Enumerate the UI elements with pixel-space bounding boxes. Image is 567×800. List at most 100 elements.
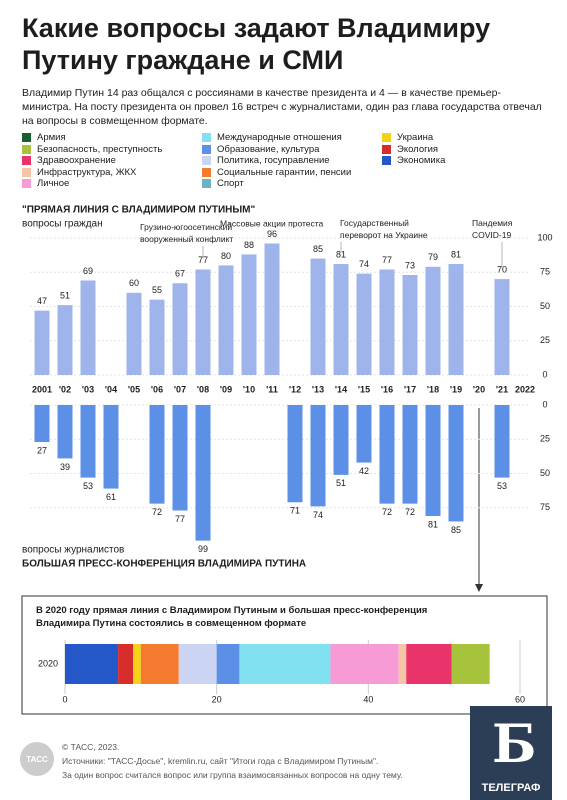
- bar-segment: [118, 644, 134, 684]
- value-label: 81: [428, 519, 438, 529]
- legend-swatch: [202, 144, 211, 154]
- bar: [310, 258, 326, 375]
- bar: [264, 243, 280, 375]
- legend-label: Здравоохранение: [37, 155, 116, 167]
- chart-subtitle: вопросы журналистов: [22, 545, 124, 556]
- legend-label: Инфраструктура, ЖКХ: [37, 166, 137, 178]
- bar-segment: [406, 644, 452, 684]
- bar-segment: [65, 644, 119, 684]
- legend-swatch: [202, 133, 211, 143]
- annotation-line: COVID-19: [472, 230, 511, 240]
- legend-item: Политика, госуправление: [202, 155, 382, 167]
- value-label: 72: [152, 507, 162, 517]
- bar-segment: [140, 644, 179, 684]
- legend-item: Личное: [22, 178, 202, 190]
- brand-logo: Б ТЕЛЕГРАФ: [470, 706, 552, 800]
- bar: [333, 264, 349, 375]
- value-label: 77: [175, 514, 185, 524]
- bar: [448, 264, 464, 375]
- footer-line: За один вопрос считался вопрос или групп…: [62, 770, 403, 780]
- value-label: 99: [198, 544, 208, 554]
- bar: [57, 405, 73, 459]
- legend-label: Социальные гарантии, пенсии: [217, 166, 352, 178]
- value-label: 73: [405, 260, 415, 270]
- x-tick-label: '17: [404, 384, 416, 394]
- legend-swatch: [22, 133, 31, 143]
- x-tick-label: 20: [212, 694, 222, 704]
- value-label: 61: [106, 492, 116, 502]
- value-label: 96: [267, 229, 277, 239]
- bar: [310, 405, 326, 507]
- chart-title: БОЛЬШАЯ ПРЕСС-КОНФЕРЕНЦИЯ ВЛАДИМИРА ПУТИ…: [22, 559, 306, 570]
- value-label: 42: [359, 466, 369, 476]
- legend-swatch: [22, 144, 31, 154]
- value-label: 72: [405, 507, 415, 517]
- legend-swatch: [382, 156, 391, 166]
- bar-segment: [330, 644, 399, 684]
- x-tick-label: '20: [473, 384, 485, 394]
- value-label: 74: [359, 259, 369, 269]
- y-tick-label: 100: [537, 232, 552, 242]
- footer-line: © ТАСС, 2023.: [62, 742, 120, 752]
- bar-segment: [216, 644, 240, 684]
- bar: [379, 405, 395, 504]
- brand-mark: Б: [492, 714, 537, 775]
- bar: [126, 292, 142, 375]
- legend-label: Образование, культура: [217, 143, 320, 155]
- bar: [425, 266, 441, 375]
- chart-title: "ПРЯМАЯ ЛИНИЯ С ВЛАДИМИРОМ ПУТИНЫМ": [22, 205, 256, 216]
- title: Какие вопросы задают Владимиру Путину гр…: [22, 13, 491, 75]
- x-tick-label: '04: [105, 384, 117, 394]
- annotation: Пандемия COVID-19: [472, 218, 513, 240]
- legend-item: Инфраструктура, ЖКХ: [22, 167, 202, 179]
- footer-line: Источники: "ТАСС-Досье", kremlin.ru, сай…: [62, 756, 379, 766]
- value-label: 88: [244, 240, 254, 250]
- legend-item: Безопасность, преступность: [22, 144, 202, 156]
- annotation-line: Пандемия: [472, 218, 513, 228]
- value-label: 55: [152, 285, 162, 295]
- bar: [356, 405, 372, 463]
- bar: [195, 269, 211, 375]
- box-title: В 2020 году прямая линия с Владимиром Пу…: [36, 605, 427, 629]
- value-label: 85: [313, 244, 323, 254]
- x-tick-label: '07: [174, 384, 186, 394]
- legend-item: Международные отношения: [202, 132, 382, 144]
- x-tick-label: '09: [220, 384, 232, 394]
- value-label: 60: [129, 278, 139, 288]
- x-tick-label: '19: [450, 384, 462, 394]
- legend-swatch: [22, 156, 31, 166]
- x-tick-label: '11: [266, 384, 278, 394]
- legend-label: Экономика: [397, 155, 446, 167]
- bar: [402, 405, 418, 504]
- x-tick-label: 2001: [32, 384, 52, 394]
- bar: [402, 274, 418, 375]
- bar: [379, 269, 395, 375]
- value-label: 51: [60, 291, 70, 301]
- annotation-line: переворот на Украине: [340, 230, 428, 240]
- value-label: 72: [382, 507, 392, 517]
- bar: [218, 265, 234, 375]
- legend: Армия Безопасность, преступность Здравоохр…: [22, 132, 552, 190]
- value-label: 67: [175, 269, 185, 279]
- intro: Владимир Путин 14 раз общался с россияна…: [22, 87, 542, 127]
- y-tick-label: 25: [540, 434, 550, 444]
- annotation-line: Грузино-югоосетинский: [140, 222, 232, 232]
- value-label: 71: [290, 506, 300, 516]
- bar: [172, 283, 188, 375]
- y-tick-label: 2020: [38, 658, 58, 668]
- value-label: 70: [497, 264, 507, 274]
- charts: "ПРЯМАЯ ЛИНИЯ С ВЛАДИМИРОМ ПУТИНЫМ" вопр…: [21, 205, 553, 715]
- bar: [448, 405, 464, 522]
- x-tick-label: '06: [151, 384, 163, 394]
- x-tick-label: 0: [62, 694, 67, 704]
- bar: [34, 310, 50, 375]
- value-label: 47: [37, 296, 47, 306]
- value-label: 39: [60, 462, 70, 472]
- legend-label: Украина: [397, 132, 434, 144]
- legend-swatch: [202, 156, 211, 166]
- bar: [287, 405, 303, 503]
- value-label: 74: [313, 510, 323, 520]
- bar: [356, 273, 372, 375]
- bar-segment: [178, 644, 217, 684]
